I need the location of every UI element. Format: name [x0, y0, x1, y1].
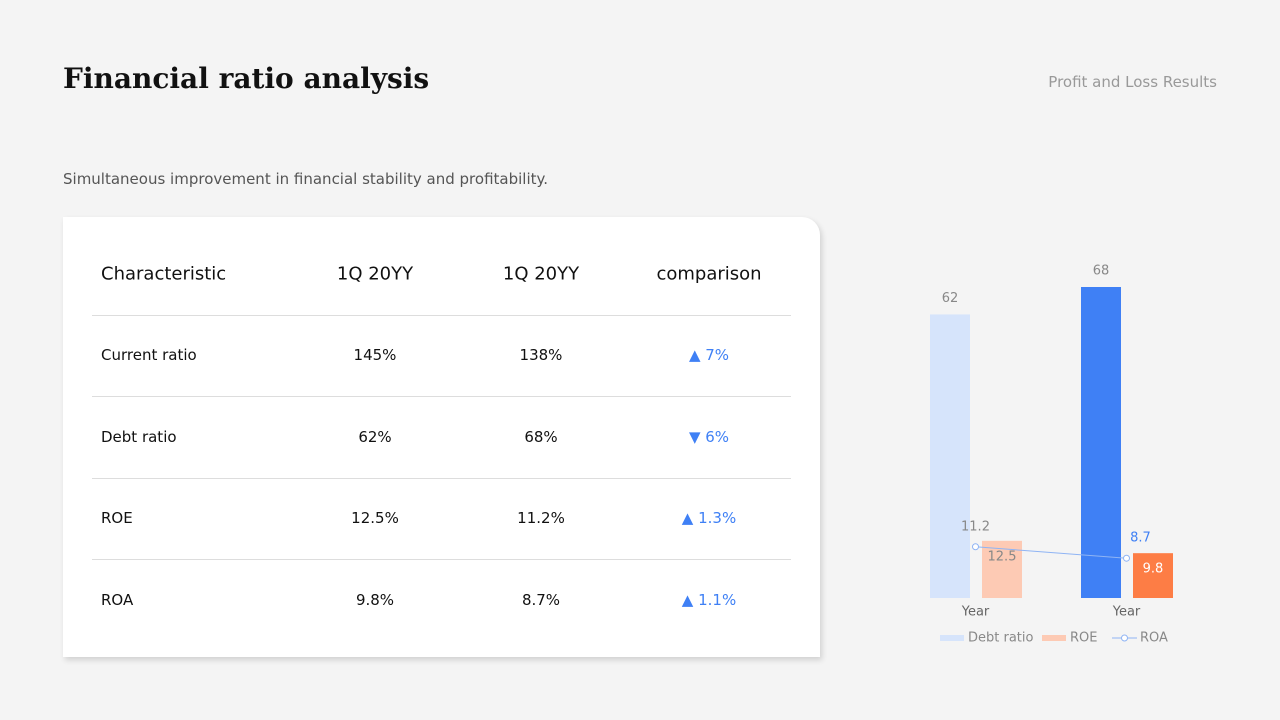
bar	[1081, 287, 1121, 598]
comparison-cell: ▼ 6%	[688, 428, 730, 446]
value-label: 68	[1093, 264, 1110, 279]
table-cell: 138%	[519, 346, 563, 364]
bar	[1133, 553, 1173, 598]
header-cell: Characteristic	[101, 263, 227, 285]
table-cell: ROE	[101, 509, 133, 527]
header-cell: 1Q 20YY	[502, 263, 580, 285]
table-cell: 9.8%	[355, 591, 395, 609]
row-divider	[92, 315, 791, 316]
title: Financial ratio analysis	[63, 62, 430, 95]
subtitle: Simultaneous improvement in financial st…	[63, 170, 549, 188]
row-divider	[92, 559, 791, 560]
x-tick-label: Year	[961, 605, 990, 620]
comparison-cell: ▲ 7%	[688, 346, 730, 364]
comparison-cell: ▲ 1.1%	[681, 591, 737, 609]
point	[972, 543, 979, 551]
value-label: 11.2	[961, 519, 990, 534]
legend-swatch	[1042, 635, 1066, 641]
table-cell: 145%	[353, 346, 397, 364]
table-cell: Current ratio	[101, 346, 197, 364]
point	[1123, 554, 1130, 562]
table-cell: Debt ratio	[101, 428, 177, 446]
table-cell: ROA	[101, 591, 134, 609]
table-card: Characteristic 1Q 20YY 1Q 20YY comparison Cu…	[63, 217, 820, 657]
bar	[930, 314, 970, 598]
table-cell: 68%	[524, 428, 558, 446]
legend-label: Debt ratio	[968, 631, 1034, 646]
legend-swatch	[1121, 634, 1128, 642]
header-cell: comparison	[656, 263, 762, 285]
value-label: 8.7	[1130, 531, 1151, 546]
legend-swatch	[940, 635, 964, 641]
header-cell: 1Q 20YY	[336, 263, 414, 285]
table-cell: 62%	[358, 428, 392, 446]
row-divider	[92, 478, 791, 479]
legend-label: ROA	[1140, 631, 1168, 646]
section-label: Profit and Loss Results	[1048, 73, 1217, 91]
row-divider	[92, 396, 791, 397]
legend-label: ROE	[1070, 631, 1097, 646]
value-label: 12.5	[988, 549, 1017, 564]
table-cell: 8.7%	[521, 591, 561, 609]
value-label: 9.8	[1143, 562, 1164, 577]
x-tick-label: Year	[1112, 605, 1141, 620]
table-cell: 12.5%	[351, 509, 399, 527]
value-label: 62	[942, 291, 959, 306]
comparison-cell: ▲ 1.3%	[681, 509, 737, 527]
line	[975, 546, 1127, 559]
table-cell: 11.2%	[517, 509, 565, 527]
bar	[982, 540, 1022, 598]
